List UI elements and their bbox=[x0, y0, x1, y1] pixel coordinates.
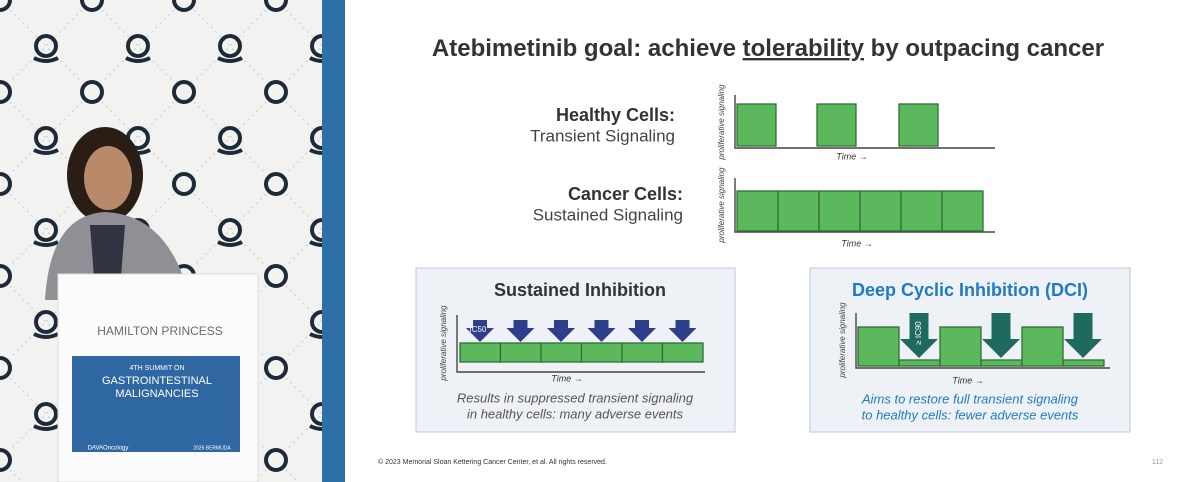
signal-block bbox=[1062, 359, 1105, 367]
signal-block bbox=[857, 326, 900, 367]
signal-block bbox=[580, 342, 623, 363]
inhibition-arrow bbox=[982, 313, 1020, 358]
podium-line: MALIGNANCIES bbox=[115, 388, 198, 400]
inhibition-arrow bbox=[547, 320, 575, 342]
heading: Healthy Cells: bbox=[556, 105, 675, 125]
slide: Atebimetinib goal: achieve tolerability … bbox=[345, 0, 1199, 482]
caption: to healthy cells: fewer adverse events bbox=[862, 407, 1079, 422]
x-label: Time → bbox=[952, 375, 983, 385]
axis bbox=[855, 313, 1110, 369]
inhibition-arrow bbox=[900, 313, 938, 358]
signal-block bbox=[736, 190, 779, 232]
axis bbox=[734, 95, 995, 149]
slide-title: Atebimetinib goal: achieve tolerability … bbox=[432, 35, 1104, 62]
subheading: Sustained Signaling bbox=[533, 205, 683, 224]
arrow-label: IC50 bbox=[470, 325, 487, 334]
signal-block bbox=[900, 190, 943, 232]
signal-block bbox=[859, 190, 902, 232]
arrow-label: ≥ IC90 bbox=[914, 321, 923, 345]
x-label: Time → bbox=[551, 373, 582, 383]
x-label: Time → bbox=[836, 151, 867, 161]
signal-block bbox=[459, 342, 502, 363]
inhibition-arrow bbox=[1064, 313, 1102, 358]
caption: in healthy cells: many adverse events bbox=[467, 406, 684, 421]
inhibition-arrow bbox=[668, 320, 697, 342]
signal-block bbox=[816, 103, 857, 147]
signal-block bbox=[777, 190, 820, 232]
inhibition-arrow bbox=[587, 320, 616, 342]
signal-block bbox=[898, 359, 941, 367]
speaker-video: HAMILTON PRINCESS 4TH SUMMIT ON GASTROIN… bbox=[0, 0, 345, 482]
page-number: 112 bbox=[1152, 459, 1163, 466]
signal-block bbox=[661, 342, 704, 363]
signal-block bbox=[1021, 326, 1064, 367]
inhibition-arrow bbox=[466, 320, 494, 342]
podium-line: GASTROINTESTINAL bbox=[102, 375, 212, 387]
caption: Results in suppressed transient signalin… bbox=[457, 390, 694, 405]
title-emphasis: tolerability bbox=[743, 35, 865, 62]
footer: © 2023 Memorial Sloan Kettering Cancer C… bbox=[378, 458, 607, 466]
subheading: Transient Signaling bbox=[530, 126, 675, 145]
signal-block bbox=[939, 326, 982, 367]
y-label: proliferative signaling bbox=[717, 167, 726, 244]
signal-block bbox=[736, 103, 777, 147]
signal-block bbox=[980, 359, 1023, 367]
podium-sponsor: DAVAOncology bbox=[88, 446, 129, 452]
podium-summit: 4TH SUMMIT ON bbox=[129, 365, 184, 372]
panel-title: Deep Cyclic Inhibition (DCI) bbox=[852, 280, 1088, 300]
signal-block bbox=[898, 103, 939, 147]
title-text: by outpacing cancer bbox=[864, 35, 1104, 62]
signal-block bbox=[621, 342, 664, 363]
y-label: proliferative signaling bbox=[717, 84, 726, 161]
podium-hotel: HAMILTON PRINCESS bbox=[97, 324, 223, 338]
y-label: proliferative signaling bbox=[439, 305, 448, 382]
signal-block bbox=[540, 342, 583, 363]
signal-block bbox=[818, 190, 861, 232]
heading: Cancer Cells: bbox=[568, 184, 683, 204]
signal-block bbox=[499, 342, 542, 363]
signal-block bbox=[941, 190, 984, 232]
title-text: Atebimetinib goal: achieve bbox=[432, 35, 743, 62]
panel-title: Sustained Inhibition bbox=[494, 280, 666, 300]
x-label: Time → bbox=[841, 238, 872, 248]
axis bbox=[456, 315, 705, 373]
inhibition-arrow bbox=[628, 320, 656, 342]
caption: Aims to restore full transient signaling bbox=[861, 391, 1079, 406]
inhibition-arrow bbox=[506, 320, 535, 342]
y-label: proliferative signaling bbox=[838, 302, 847, 379]
podium-event: 2026 BERMUDA bbox=[193, 445, 231, 451]
axis bbox=[734, 178, 995, 233]
